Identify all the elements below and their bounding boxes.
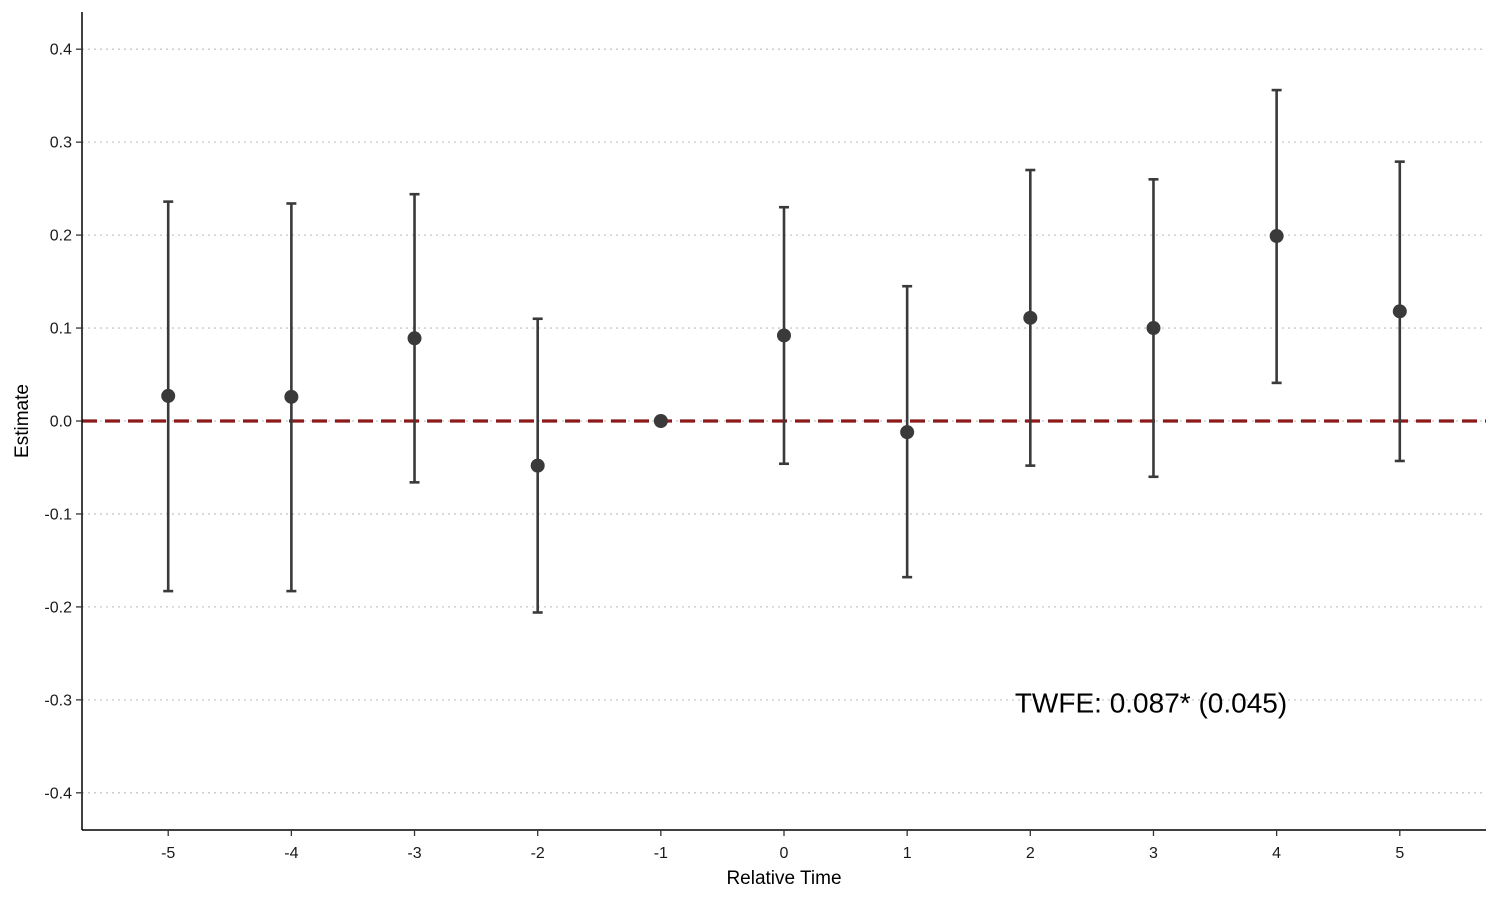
x-tick-label: 5 <box>1395 845 1404 862</box>
y-tick-label: 0.2 <box>50 228 72 245</box>
y-tick-label: 0.4 <box>50 42 72 59</box>
x-tick-label: 1 <box>903 845 912 862</box>
estimate-point-2 <box>407 331 422 346</box>
y-tick-label: 0.3 <box>50 135 72 152</box>
x-tick-label: 4 <box>1272 845 1281 862</box>
y-tick-label: -0.3 <box>44 692 72 709</box>
error-bars <box>163 88 1405 614</box>
estimate-point-4 <box>653 414 668 428</box>
estimate-point-9 <box>1269 229 1284 244</box>
estimate-point-6 <box>900 425 915 440</box>
x-tick-label: 3 <box>1149 845 1158 862</box>
x-tick-label: 0 <box>780 845 789 862</box>
x-axis-ticks: -5 -4 -3 -2 -1 0 1 2 3 4 5 <box>161 830 1404 862</box>
x-tick-label: -3 <box>407 845 421 862</box>
estimate-point-3 <box>530 458 545 473</box>
y-tick-label: 0.1 <box>50 321 72 338</box>
x-tick-label: -5 <box>161 845 175 862</box>
x-tick-label: -1 <box>654 845 668 862</box>
estimate-point-10 <box>1392 304 1407 319</box>
twfe-annotation: TWFE: 0.087* (0.045) <box>1015 688 1287 719</box>
estimate-points <box>161 229 1407 473</box>
x-axis-title: Relative Time <box>726 868 841 889</box>
y-axis-title: Estimate <box>12 384 33 458</box>
y-tick-label: -0.4 <box>44 785 72 802</box>
y-tick-label: 0.0 <box>50 414 72 431</box>
y-axis-ticks: -0.4 -0.3 -0.2 -0.1 0.0 0.1 0.2 0.3 0.4 <box>44 42 82 802</box>
estimate-point-5 <box>777 328 791 343</box>
x-tick-label: -2 <box>531 845 545 862</box>
y-tick-label: -0.1 <box>44 506 72 523</box>
estimate-point-7 <box>1023 310 1038 325</box>
x-tick-label: -4 <box>284 845 298 862</box>
estimate-point-0 <box>161 388 176 403</box>
y-tick-label: -0.2 <box>44 599 72 616</box>
estimate-point-1 <box>284 389 299 404</box>
estimate-point-8 <box>1146 321 1161 336</box>
x-tick-label: 2 <box>1026 845 1035 862</box>
